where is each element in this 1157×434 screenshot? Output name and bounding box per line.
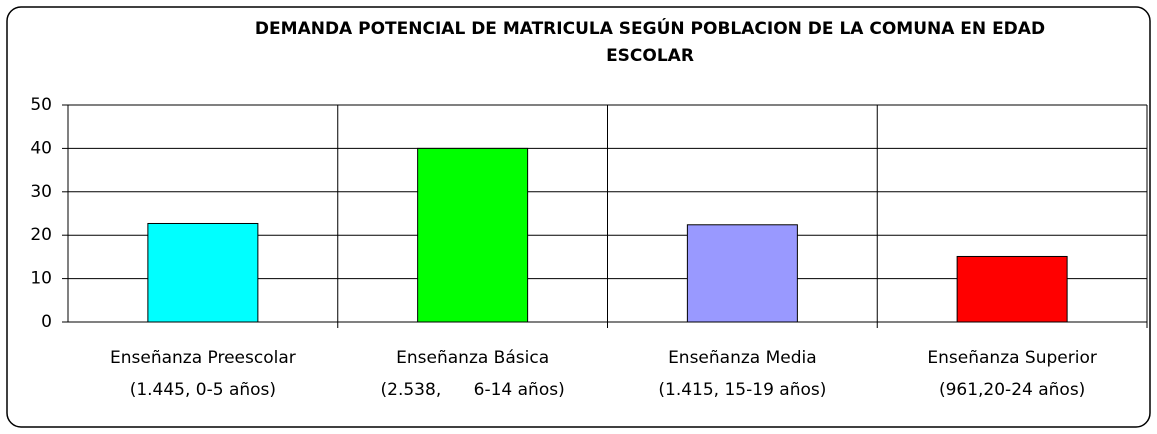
bar xyxy=(686,224,798,323)
x-tick-label: Enseñanza Media xyxy=(668,348,817,368)
x-tick-label: (961,20-24 años) xyxy=(939,380,1085,400)
x-tick-label: Enseñanza Preescolar xyxy=(110,348,296,368)
x-tick-label: Enseñanza Superior xyxy=(927,348,1096,368)
y-tick-label: 40 xyxy=(30,138,52,158)
y-tick-label: 50 xyxy=(30,95,52,115)
bar xyxy=(417,147,529,323)
y-tick-label: 30 xyxy=(30,182,52,202)
y-tick-label: 0 xyxy=(41,312,52,332)
chart-title: DEMANDA POTENCIAL DE MATRICULA SEGÚN POB… xyxy=(254,19,1046,66)
x-tick-label: (1.445, 0-5 años) xyxy=(130,380,276,400)
bar xyxy=(956,255,1068,323)
x-tick-label: (2.538, 6-14 años) xyxy=(381,380,565,400)
y-tick-label: 10 xyxy=(30,269,52,289)
y-tick-label: 20 xyxy=(30,225,52,245)
x-tick-label: Enseñanza Básica xyxy=(396,348,549,368)
x-tick-label: (1.415, 15-19 años) xyxy=(658,380,826,400)
bar xyxy=(147,222,259,323)
